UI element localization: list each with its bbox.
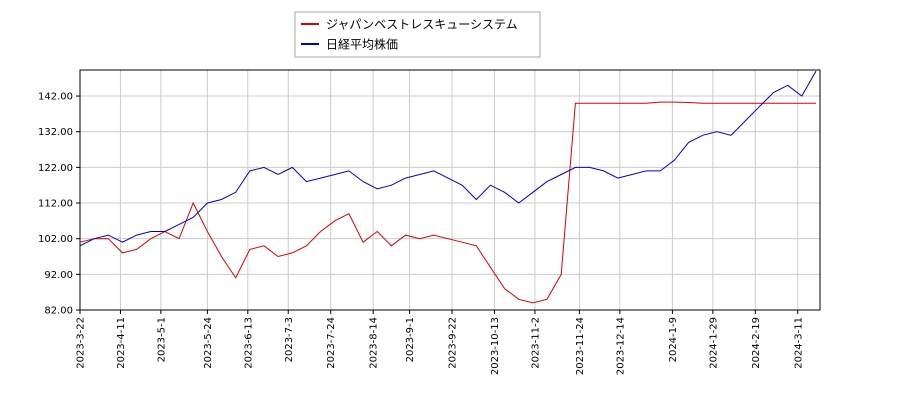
y-tick-label: 132.00 [38, 127, 73, 138]
legend-label: 日経平均株価 [326, 37, 398, 52]
x-tick-label: 2023-3-22 [76, 317, 87, 369]
x-tick-label: 2023-8-14 [369, 317, 380, 369]
x-tick-label: 2024-1-29 [708, 317, 719, 369]
plot-frame [79, 69, 821, 311]
y-tick-label: 82.00 [44, 306, 73, 317]
x-tick-label: 2023-5-1 [156, 317, 167, 362]
y-tick-label: 102.00 [38, 234, 73, 245]
x-tick-label: 2023-12-14 [615, 317, 626, 375]
y-tick-label: 92.00 [44, 270, 73, 281]
x-tick-label: 2023-9-1 [405, 317, 416, 362]
x-tick-label: 2024-2-19 [751, 317, 762, 369]
series-line [79, 101, 816, 304]
x-tick-label: 2023-7-3 [284, 317, 295, 362]
x-tick-label: 2023-10-13 [490, 317, 501, 375]
x-tick-label: 2024-3-11 [793, 317, 804, 369]
x-tick-label: 2023-11-2 [530, 317, 541, 369]
y-tick-label: 142.00 [38, 92, 73, 103]
x-tick-label: 2023-6-13 [243, 317, 254, 369]
x-tick-label: 2024-1-9 [668, 317, 679, 362]
x-tick-label: 2023-4-11 [116, 317, 127, 369]
x-tick-label: 2023-9-22 [448, 317, 459, 369]
legend-label: ジャパンベストレスキューシステム [326, 18, 518, 32]
series-line [79, 70, 817, 247]
legend-box [294, 11, 541, 58]
y-tick-label: 112.00 [38, 199, 73, 210]
x-tick-label: 2023-7-24 [326, 317, 337, 369]
y-tick-label: 122.00 [38, 163, 73, 174]
x-tick-label: 2023-11-24 [575, 317, 586, 375]
x-tick-label: 2023-5-24 [203, 317, 214, 369]
